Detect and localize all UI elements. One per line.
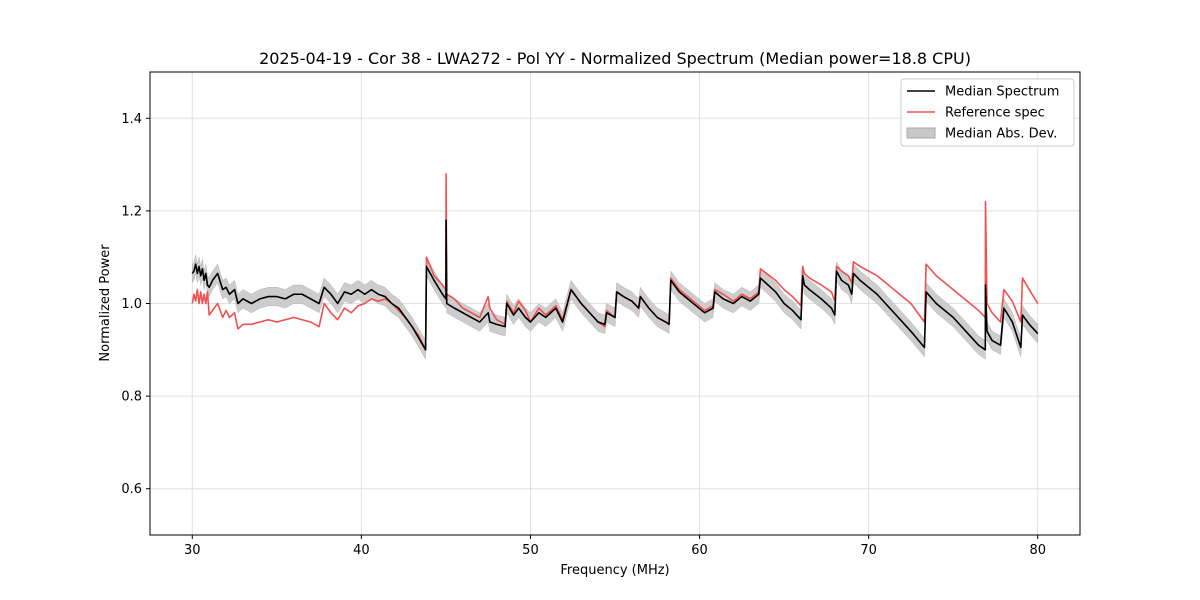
y-tick-label: 1.0 [121, 297, 142, 312]
legend-swatch-band [906, 127, 936, 139]
legend-label: Median Spectrum [945, 85, 1059, 100]
legend-label: Reference spec [945, 106, 1045, 121]
chart-title: 2025-04-19 - Cor 38 - LWA272 - Pol YY - … [259, 49, 971, 68]
median-spectrum-line [191, 219, 1039, 351]
x-tick-label: 60 [691, 543, 708, 558]
y-axis: 0.6 0.8 1.0 1.2 1.4 [121, 112, 150, 497]
legend: Median Spectrum Reference spec Median Abs.… [900, 78, 1075, 147]
y-tick-label: 1.2 [121, 204, 142, 219]
x-tick-label: 50 [522, 543, 539, 558]
y-tick-label: 0.6 [121, 482, 142, 497]
series-lines [191, 173, 1039, 351]
y-axis-label: Normalized Power [98, 244, 113, 362]
y-tick-label: 1.4 [121, 112, 142, 127]
legend-label: Median Abs. Dev. [945, 127, 1057, 142]
x-axis: 30 40 50 60 70 80 [184, 535, 1046, 558]
x-axis-label: Frequency (MHz) [560, 563, 669, 578]
reference-spectrum-line [191, 173, 1039, 351]
x-tick-label: 80 [1029, 543, 1046, 558]
x-tick-label: 30 [184, 543, 201, 558]
x-tick-label: 70 [860, 543, 877, 558]
y-tick-label: 0.8 [121, 390, 142, 405]
legend-box [900, 78, 1075, 147]
x-tick-label: 40 [353, 543, 370, 558]
